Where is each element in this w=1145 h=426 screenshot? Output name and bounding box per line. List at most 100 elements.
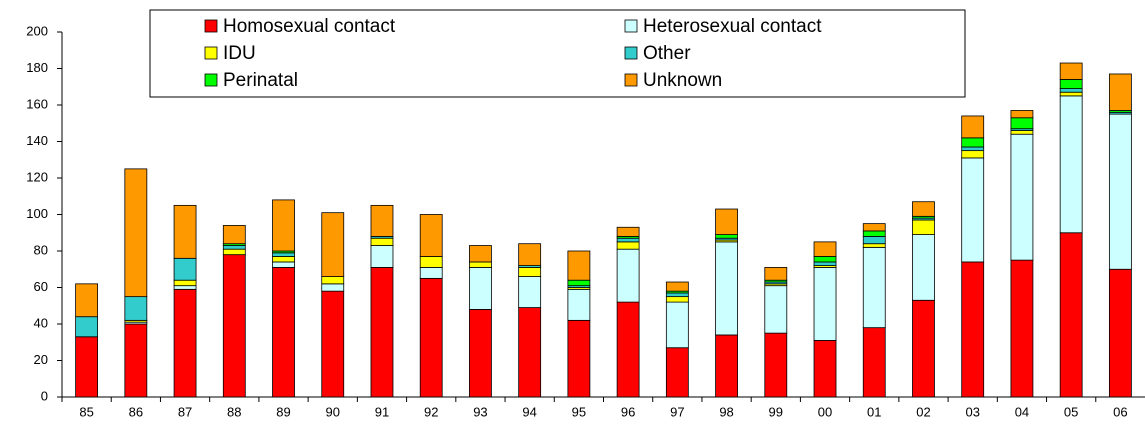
bar-segment [1010, 110, 1034, 119]
bar-segment [272, 261, 295, 268]
bar-segment [665, 296, 689, 303]
bar-segment [764, 332, 788, 398]
bar-segment [961, 157, 985, 263]
bar-segment [961, 150, 985, 159]
bar-segment [518, 243, 542, 266]
bar-segment [813, 256, 837, 263]
bar-segment [1010, 259, 1034, 398]
legend-box [149, 9, 966, 98]
bar-segment [1059, 88, 1083, 93]
x-tick-label: 05 [1064, 404, 1078, 419]
bar-segment [272, 267, 295, 398]
x-tick-label: 89 [276, 404, 290, 419]
bar-segment [616, 241, 640, 250]
x-tick-label: 91 [375, 404, 389, 419]
y-tick-label: 20 [34, 352, 48, 367]
bar-segment [813, 241, 837, 257]
bar-segment [173, 288, 197, 398]
x-tick-label: 03 [965, 404, 979, 419]
legend-swatch [204, 46, 218, 60]
bar-segment [616, 237, 640, 243]
bar-segment [272, 256, 295, 263]
bar-segment [518, 276, 542, 308]
bar-segment [124, 323, 148, 398]
bar-segment [321, 212, 345, 277]
bar-segment [469, 261, 492, 268]
bar-segment [370, 267, 394, 398]
bar-segment [469, 308, 492, 398]
bar-segment [961, 261, 985, 398]
bar-segment [961, 137, 985, 148]
x-tick-label: 98 [719, 404, 733, 419]
bar-segment [715, 241, 738, 336]
x-tick-label: 00 [818, 404, 832, 419]
legend-label: Other [643, 43, 691, 64]
bar-segment [75, 336, 99, 398]
x-tick-label: 96 [621, 404, 635, 419]
y-tick-label: 120 [26, 169, 48, 184]
bar-segment [321, 290, 345, 398]
bar-segment [862, 327, 886, 398]
bar-segment [469, 245, 492, 263]
x-tick-label: 95 [572, 404, 586, 419]
bar-segment [912, 219, 935, 235]
bar-segment [567, 279, 591, 287]
legend-label: Heterosexual contact [643, 16, 822, 37]
x-tick-label: 88 [227, 404, 241, 419]
bar-segment [813, 340, 837, 398]
bar-segment [665, 347, 689, 398]
bar-segment [222, 245, 246, 250]
legend-label: Unknown [643, 70, 722, 91]
x-tick-label: 99 [769, 404, 783, 419]
bar-segment [616, 226, 640, 237]
legend-swatch [624, 73, 638, 87]
bar-segment [370, 237, 394, 246]
x-tick-label: 94 [522, 404, 536, 419]
bar-segment [862, 223, 886, 232]
bar-segment [222, 248, 246, 256]
bar-segment [616, 301, 640, 398]
y-tick-label: 40 [34, 315, 48, 330]
y-tick-label: 80 [34, 242, 48, 257]
bar-segment [321, 283, 345, 292]
y-tick-label: 200 [26, 23, 48, 38]
legend-swatch [624, 19, 638, 33]
bar-segment [419, 214, 443, 257]
bar-segment [862, 246, 886, 329]
legend-swatch [624, 46, 638, 60]
bar-segment [1010, 130, 1034, 135]
x-tick-label: 93 [473, 404, 487, 419]
x-tick-label: 92 [424, 404, 438, 419]
bar-segment [912, 201, 935, 217]
x-tick-label: 04 [1015, 404, 1029, 419]
y-tick-label: 60 [34, 279, 48, 294]
bar-segment [370, 245, 394, 268]
bar-segment [764, 267, 788, 281]
bar-segment [222, 225, 246, 245]
legend-swatch [204, 19, 218, 33]
bar-segment [75, 316, 99, 338]
bar-segment [1108, 113, 1132, 270]
legend-label: Homosexual contact [223, 16, 396, 37]
bar-segment [665, 301, 689, 349]
bar-segment [173, 285, 197, 290]
bar-segment [518, 267, 542, 277]
bar-segment [1059, 95, 1083, 234]
x-tick-label: 97 [670, 404, 684, 419]
bar-segment [1059, 62, 1083, 80]
bar-segment [764, 285, 788, 334]
legend-label: Perinatal [223, 70, 298, 91]
x-tick-label: 90 [326, 404, 340, 419]
legend-swatch [204, 73, 218, 87]
bar-segment [715, 334, 738, 398]
bar-segment [813, 261, 837, 267]
bar-segment [1010, 133, 1034, 261]
bar-segment [370, 204, 394, 237]
x-tick-label: 86 [129, 404, 143, 419]
y-tick-label: 100 [26, 206, 48, 221]
bar-segment [912, 299, 935, 398]
x-tick-label: 02 [916, 404, 930, 419]
bar-segment [1059, 232, 1083, 398]
bar-segment [173, 279, 197, 287]
x-tick-label: 01 [867, 404, 881, 419]
